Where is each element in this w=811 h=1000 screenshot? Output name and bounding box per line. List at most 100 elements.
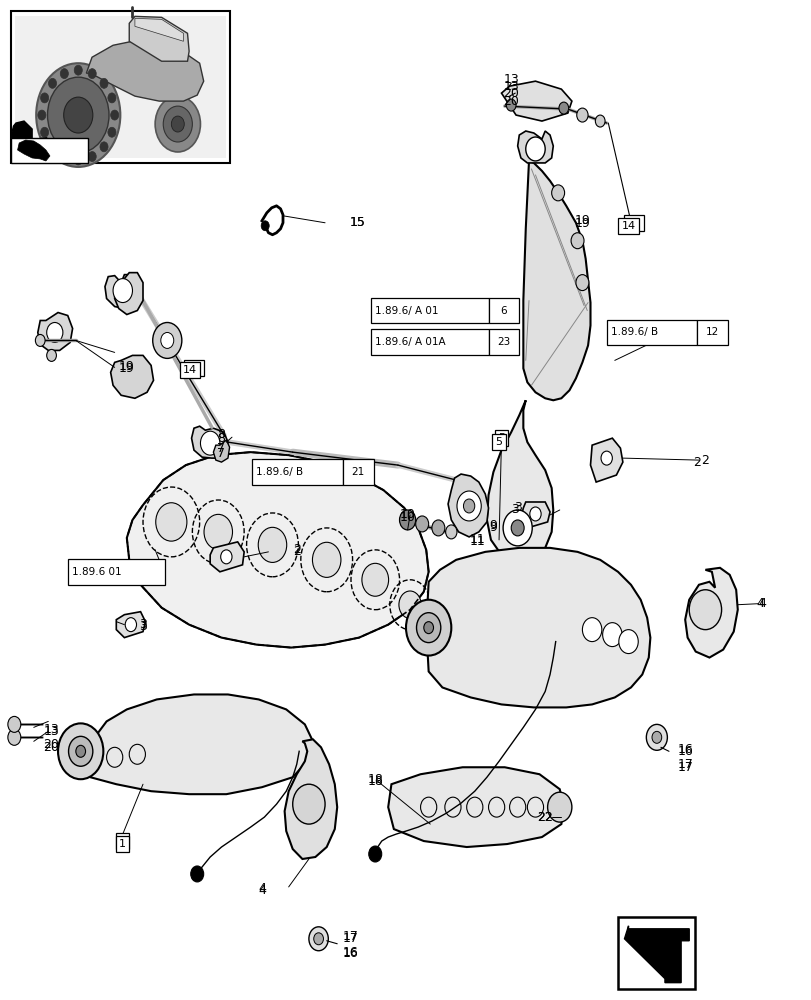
Circle shape xyxy=(60,152,68,162)
Bar xyxy=(606,320,697,345)
Text: 17: 17 xyxy=(676,761,693,774)
Circle shape xyxy=(8,729,21,745)
Text: 1.89.6/ B: 1.89.6/ B xyxy=(610,327,657,337)
Text: 2: 2 xyxy=(293,543,300,556)
Circle shape xyxy=(576,108,587,122)
Circle shape xyxy=(204,514,232,549)
Circle shape xyxy=(163,106,192,142)
Bar xyxy=(488,329,519,355)
Text: 15: 15 xyxy=(349,216,365,229)
Circle shape xyxy=(362,563,388,596)
Text: 5: 5 xyxy=(495,437,502,447)
Text: 7: 7 xyxy=(217,442,225,455)
Circle shape xyxy=(570,233,583,249)
Text: 7: 7 xyxy=(217,447,225,460)
Circle shape xyxy=(261,221,269,231)
Text: 3: 3 xyxy=(139,620,147,633)
Circle shape xyxy=(38,110,46,120)
Polygon shape xyxy=(127,452,428,648)
Polygon shape xyxy=(523,161,590,400)
Text: 4: 4 xyxy=(756,597,763,610)
Circle shape xyxy=(156,503,187,541)
Circle shape xyxy=(398,591,421,618)
Text: 6: 6 xyxy=(500,306,507,316)
Polygon shape xyxy=(191,426,228,458)
Polygon shape xyxy=(110,355,153,398)
Text: 19: 19 xyxy=(574,214,590,227)
Circle shape xyxy=(63,97,92,133)
Text: 12: 12 xyxy=(706,327,719,337)
Text: 3: 3 xyxy=(513,501,521,514)
Polygon shape xyxy=(105,275,137,309)
Text: 8: 8 xyxy=(217,432,225,445)
Text: 13: 13 xyxy=(503,73,518,86)
Circle shape xyxy=(312,542,341,577)
Circle shape xyxy=(221,550,232,564)
Text: 21: 21 xyxy=(351,467,364,477)
Bar xyxy=(67,559,165,585)
Circle shape xyxy=(600,451,611,465)
Text: 13: 13 xyxy=(503,80,518,93)
Text: 1.89.6/ A 01: 1.89.6/ A 01 xyxy=(375,306,438,316)
Text: 19: 19 xyxy=(118,360,135,373)
Text: 4: 4 xyxy=(258,884,265,897)
Circle shape xyxy=(463,499,474,513)
Circle shape xyxy=(36,63,120,167)
Text: 1: 1 xyxy=(119,836,127,846)
Text: 9: 9 xyxy=(489,519,496,532)
Polygon shape xyxy=(521,502,549,528)
Polygon shape xyxy=(18,140,50,161)
Text: 20: 20 xyxy=(44,741,59,754)
Text: 3: 3 xyxy=(511,503,518,516)
Text: 22: 22 xyxy=(537,811,552,824)
Circle shape xyxy=(575,275,588,291)
Circle shape xyxy=(646,724,667,750)
Text: 17: 17 xyxy=(342,930,358,943)
Polygon shape xyxy=(86,41,204,101)
Circle shape xyxy=(47,349,56,361)
Text: 19: 19 xyxy=(574,217,590,230)
Circle shape xyxy=(75,745,85,757)
Text: 11: 11 xyxy=(469,533,484,546)
Text: 4: 4 xyxy=(258,882,265,895)
Text: 17: 17 xyxy=(676,758,693,771)
Polygon shape xyxy=(501,81,571,121)
Circle shape xyxy=(48,77,109,153)
Text: 15: 15 xyxy=(349,216,365,229)
Text: 10: 10 xyxy=(399,511,415,524)
Polygon shape xyxy=(590,438,622,482)
Text: 10: 10 xyxy=(399,508,415,521)
Circle shape xyxy=(651,731,661,743)
Circle shape xyxy=(49,142,57,152)
Circle shape xyxy=(47,322,62,342)
Text: 16: 16 xyxy=(676,745,693,758)
Text: 8: 8 xyxy=(217,428,225,441)
Circle shape xyxy=(525,137,544,161)
Polygon shape xyxy=(129,16,189,61)
Polygon shape xyxy=(684,568,737,658)
Circle shape xyxy=(415,516,428,532)
Circle shape xyxy=(308,927,328,951)
Circle shape xyxy=(100,78,108,88)
Polygon shape xyxy=(11,121,32,149)
Text: 3: 3 xyxy=(139,618,147,631)
Circle shape xyxy=(68,736,92,766)
Circle shape xyxy=(108,93,116,103)
Bar xyxy=(252,459,342,485)
Circle shape xyxy=(547,792,571,822)
Text: 9: 9 xyxy=(489,521,496,534)
Polygon shape xyxy=(78,694,312,794)
Text: 2: 2 xyxy=(693,456,701,469)
Circle shape xyxy=(60,69,68,79)
Text: 5: 5 xyxy=(497,433,504,443)
Polygon shape xyxy=(285,739,337,859)
Circle shape xyxy=(191,866,204,882)
Circle shape xyxy=(108,127,116,137)
Text: 1: 1 xyxy=(119,839,127,849)
Text: 19: 19 xyxy=(118,362,135,375)
Circle shape xyxy=(602,623,621,647)
Circle shape xyxy=(551,185,564,201)
Circle shape xyxy=(406,600,451,656)
Circle shape xyxy=(558,102,568,114)
Circle shape xyxy=(529,507,540,521)
